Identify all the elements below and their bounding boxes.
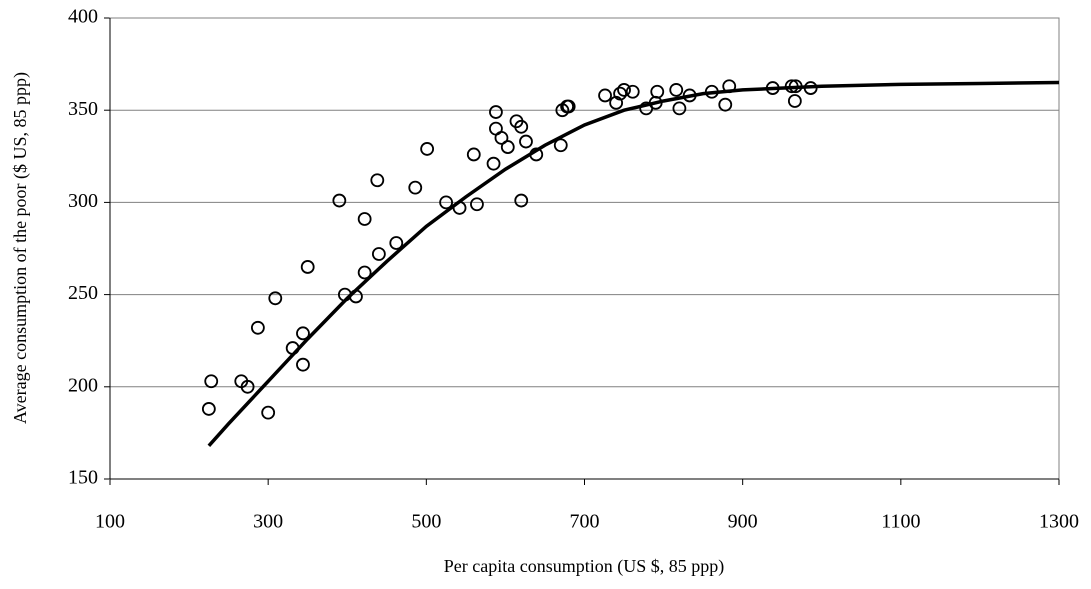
data-point <box>250 320 265 335</box>
data-point <box>240 379 255 394</box>
x-tick-label: 500 <box>411 511 441 533</box>
x-tick-label: 900 <box>728 511 758 533</box>
data-point <box>494 130 509 145</box>
data-point <box>268 291 283 306</box>
data-point <box>332 193 347 208</box>
data-point <box>261 405 276 420</box>
data-point <box>519 134 533 149</box>
data-point <box>371 247 386 261</box>
data-point <box>553 138 568 153</box>
data-point <box>370 173 385 188</box>
data-point <box>489 105 503 119</box>
data-point <box>296 357 310 372</box>
y-tick-label: 150 <box>68 467 98 489</box>
data-point <box>514 193 529 208</box>
data-point <box>718 97 733 112</box>
x-axis-title: Per capita consumption (US $, 85 ppp) <box>444 556 724 577</box>
data-point <box>389 236 404 250</box>
x-tick-label: 1300 <box>1039 511 1079 533</box>
data-point <box>514 119 529 134</box>
y-tick-label: 400 <box>68 6 98 28</box>
x-tick-label: 700 <box>570 511 600 533</box>
data-point <box>672 101 687 116</box>
y-axis-title: Average consumption of the poor ($ US, 8… <box>10 72 31 424</box>
data-point <box>669 83 684 97</box>
data-point <box>486 156 501 171</box>
data-point <box>296 326 310 341</box>
x-tick-label: 100 <box>95 511 125 533</box>
data-point <box>650 84 665 99</box>
y-tick-label: 250 <box>68 282 98 304</box>
data-point <box>300 260 315 274</box>
data-point <box>357 265 372 280</box>
data-point <box>408 180 423 195</box>
data-point <box>466 147 481 162</box>
data-point <box>204 374 219 389</box>
data-point <box>561 99 576 114</box>
data-point <box>787 94 802 108</box>
data-point <box>357 212 372 226</box>
fit-curve <box>207 80 1060 447</box>
data-point <box>470 197 484 212</box>
data-point <box>609 95 624 110</box>
data-point <box>617 83 631 97</box>
data-point <box>420 142 435 156</box>
data-point <box>201 402 216 416</box>
y-tick-label: 350 <box>68 98 98 120</box>
y-tick-label: 200 <box>68 374 98 396</box>
x-tick-label: 1100 <box>881 511 920 533</box>
data-point <box>439 195 454 210</box>
data-point <box>598 88 612 103</box>
x-tick-label: 300 <box>253 511 283 533</box>
data-point <box>625 84 640 99</box>
plot-frame <box>109 17 1060 480</box>
data-point <box>613 86 627 101</box>
y-tick-label: 300 <box>68 190 98 212</box>
data-point <box>500 140 515 154</box>
